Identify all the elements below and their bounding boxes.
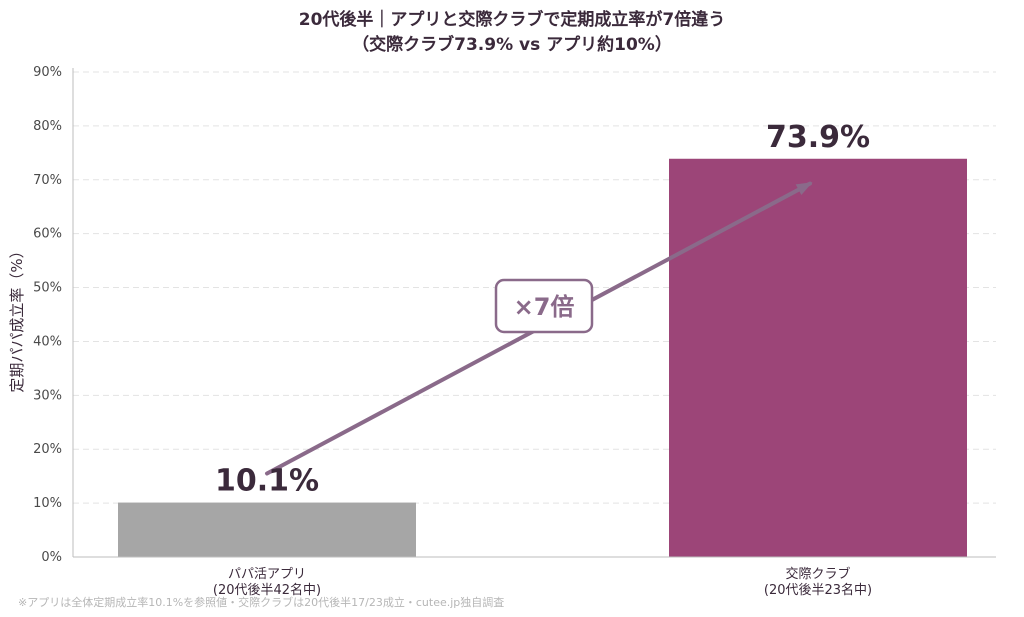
multiplier-label: ×7倍 [514, 293, 575, 321]
y-tick-label: 30% [33, 388, 62, 403]
arrow-head-icon [795, 182, 813, 195]
bar [669, 158, 967, 557]
data-label: 10.1% [215, 464, 319, 499]
chart-subtitle: （交際クラブ73.9% vs アプリ約10%） [352, 34, 672, 55]
x-tick-label: (20代後半42名中) [213, 582, 321, 598]
data-label: 73.9% [766, 120, 870, 155]
multiplier-box [494, 278, 594, 334]
footnote: ※アプリは全体定期成立率10.1%を参照値・交際クラブは20代後半17/23成立… [18, 595, 504, 609]
chart-title: 20代後半｜アプリと交際クラブで定期成立率が7倍違う [299, 9, 726, 30]
y-tick-label: 20% [33, 442, 62, 457]
y-axis-label: 定期パパ成立率（%） [8, 243, 26, 392]
y-tick-label: 0% [41, 550, 62, 565]
x-tick-label: (20代後半23名中) [764, 582, 872, 598]
y-tick-label: 40% [33, 334, 62, 349]
x-tick-label: 交際クラブ [785, 566, 850, 582]
bar [118, 502, 416, 557]
y-tick-label: 50% [33, 281, 62, 296]
y-tick-label: 10% [33, 496, 62, 511]
y-tick-label: 80% [33, 119, 62, 134]
y-tick-label: 70% [33, 173, 62, 188]
x-tick-label: パパ活アプリ [228, 567, 306, 582]
y-tick-label: 60% [33, 227, 62, 242]
y-tick-label: 90% [33, 65, 62, 80]
